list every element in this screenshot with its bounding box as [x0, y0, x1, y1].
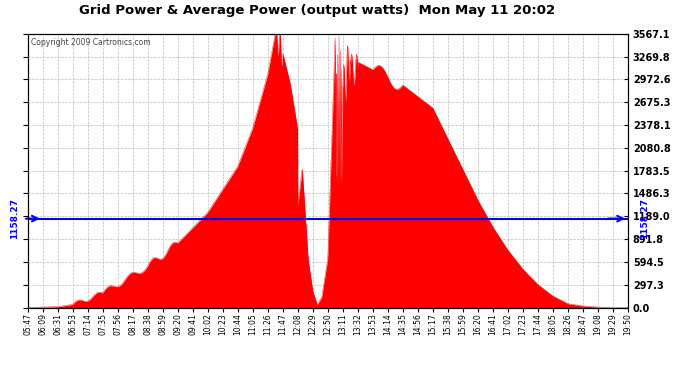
Text: Copyright 2009 Cartronics.com: Copyright 2009 Cartronics.com: [30, 38, 150, 47]
Text: 1158.27: 1158.27: [640, 198, 649, 239]
Text: 1158.27: 1158.27: [10, 198, 19, 239]
Text: Grid Power & Average Power (output watts)  Mon May 11 20:02: Grid Power & Average Power (output watts…: [79, 4, 555, 17]
